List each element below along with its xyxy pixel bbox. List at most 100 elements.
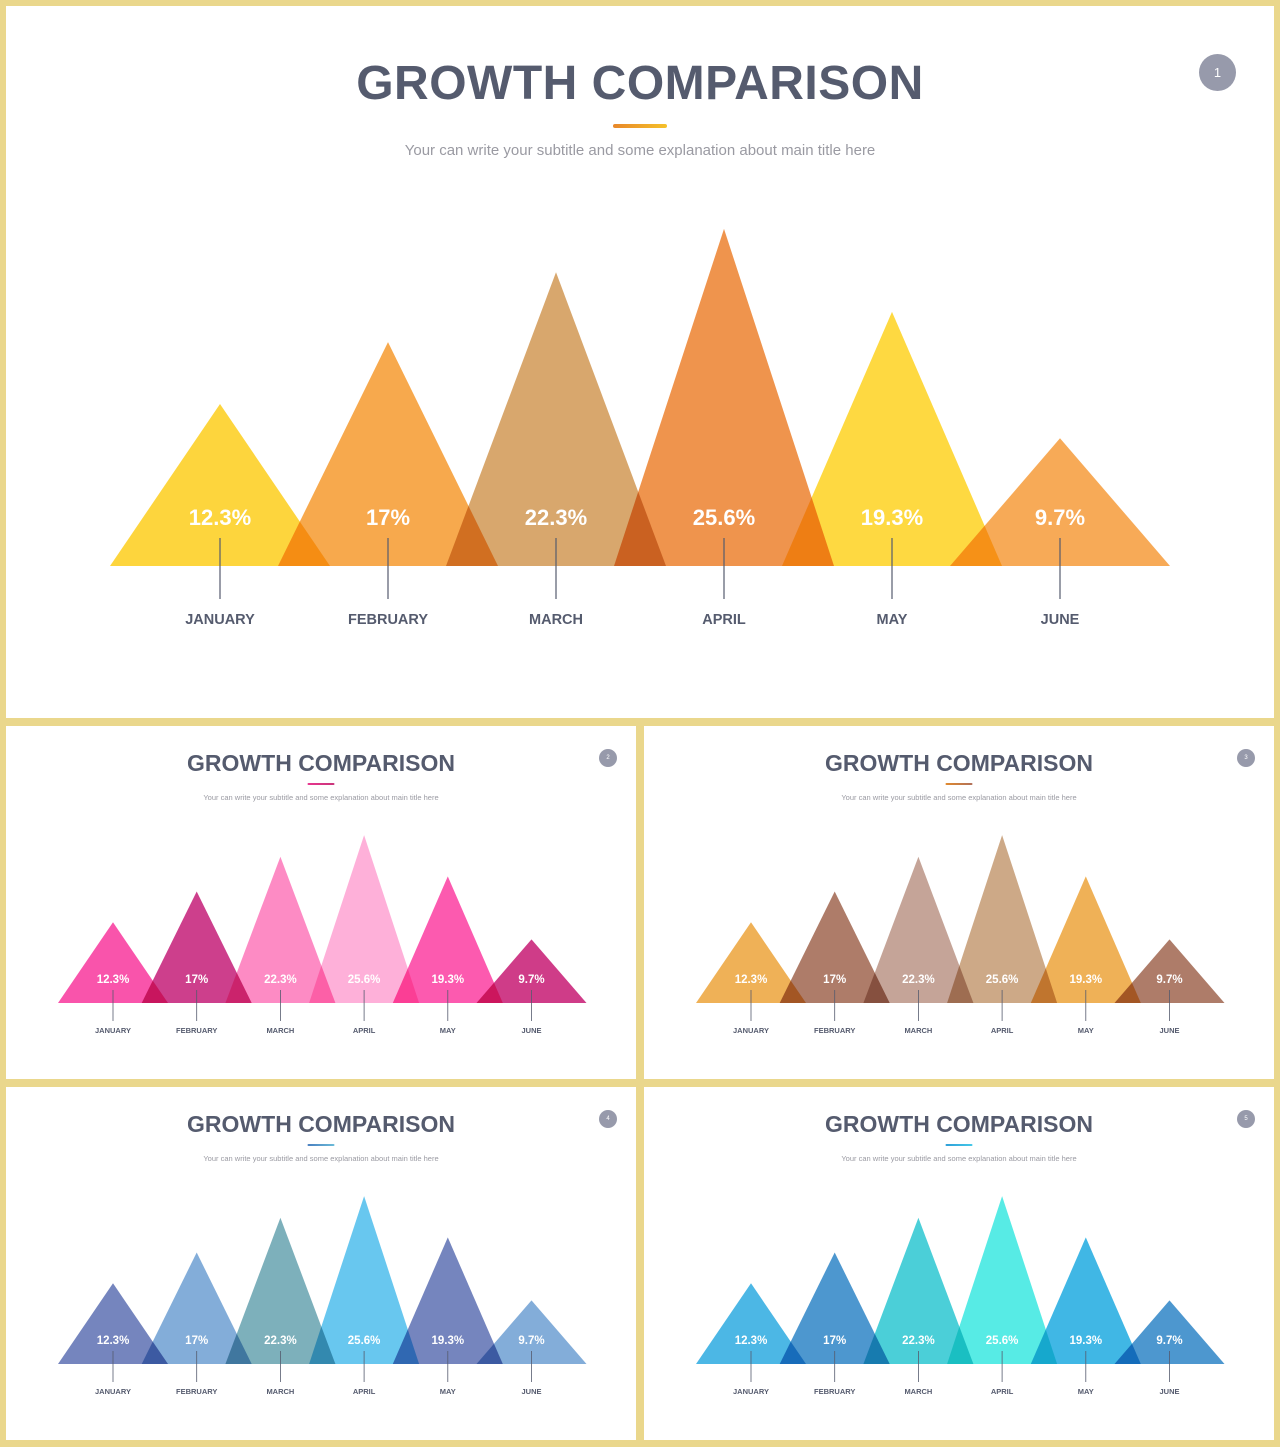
- page-title: GROWTH COMPARISON: [187, 750, 455, 776]
- triangle-february: [779, 891, 890, 1003]
- triangle-april: [947, 835, 1058, 1003]
- triangle-february: [779, 1252, 890, 1364]
- triangle-june: [476, 939, 587, 1003]
- page-title: GROWTH COMPARISON: [356, 57, 924, 110]
- value-label: 19.3%: [861, 505, 923, 530]
- triangle-february: [141, 891, 252, 1003]
- value-label: 25.6%: [986, 974, 1019, 986]
- value-label: 19.3%: [1069, 1335, 1102, 1347]
- category-label: MARCH: [266, 1387, 294, 1396]
- category-label: FEBRUARY: [348, 612, 428, 628]
- value-label: 25.6%: [693, 505, 755, 530]
- page-subtitle: Your can write your subtitle and some ex…: [841, 1154, 1077, 1163]
- value-label: 19.3%: [1069, 974, 1102, 986]
- category-label: MAY: [877, 612, 908, 628]
- value-label: 12.3%: [189, 505, 251, 530]
- triangle-january: [110, 404, 330, 566]
- category-label: JUNE: [521, 1387, 541, 1396]
- triangle-march: [863, 1217, 974, 1364]
- title-accent-line: [307, 1144, 335, 1146]
- page-number-badge: 4: [599, 1110, 617, 1128]
- value-label: 9.7%: [1156, 974, 1182, 986]
- category-label: JUNE: [1041, 612, 1080, 628]
- category-label: APRIL: [702, 612, 746, 628]
- category-label: FEBRUARY: [176, 1026, 217, 1035]
- growth-triangle-chart: 12.3% JANUARY 17% FEBRUARY 22.3% MARCH 25.6% AP…: [696, 835, 1225, 1035]
- category-label: FEBRUARY: [814, 1026, 855, 1035]
- page-subtitle: Your can write your subtitle and some ex…: [203, 793, 439, 802]
- title-accent-line: [307, 783, 335, 785]
- page-number-badge: 3: [1237, 749, 1255, 767]
- triangle-march: [225, 1217, 336, 1364]
- title-accent-line: [945, 783, 973, 785]
- slide-main: GROWTH COMPARISON Your can write your su…: [6, 6, 1274, 718]
- page-number-badge: 1: [1199, 54, 1236, 91]
- value-label: 17%: [185, 974, 208, 986]
- value-label: 25.6%: [348, 1335, 381, 1347]
- value-label: 19.3%: [431, 974, 464, 986]
- triangle-january: [696, 1283, 806, 1364]
- category-label: JUNE: [1159, 1387, 1179, 1396]
- category-label: APRIL: [353, 1026, 376, 1035]
- value-label: 22.3%: [902, 974, 935, 986]
- category-label: MAY: [440, 1387, 456, 1396]
- category-label: JANUARY: [733, 1387, 769, 1396]
- value-label: 19.3%: [431, 1335, 464, 1347]
- value-label: 17%: [823, 1335, 846, 1347]
- page-title: GROWTH COMPARISON: [825, 1111, 1093, 1137]
- triangle-january: [58, 1283, 168, 1364]
- triangle-may: [392, 1237, 503, 1364]
- category-label: MARCH: [529, 612, 583, 628]
- value-label: 12.3%: [97, 1335, 130, 1347]
- value-label: 25.6%: [348, 974, 381, 986]
- category-label: JANUARY: [733, 1026, 769, 1035]
- value-label: 22.3%: [264, 974, 297, 986]
- triangle-january: [58, 922, 168, 1003]
- growth-triangle-chart: 12.3% JANUARY 17% FEBRUARY 22.3% MARCH 25.6% AP…: [58, 835, 587, 1035]
- category-label: MAY: [440, 1026, 456, 1035]
- category-label: MARCH: [904, 1387, 932, 1396]
- value-label: 9.7%: [1156, 1335, 1182, 1347]
- category-label: JANUARY: [95, 1026, 131, 1035]
- category-label: APRIL: [353, 1387, 376, 1396]
- category-label: MAY: [1078, 1387, 1094, 1396]
- page-number-badge: 5: [1237, 1110, 1255, 1128]
- value-label: 17%: [366, 505, 410, 530]
- category-label: JUNE: [521, 1026, 541, 1035]
- value-label: 9.7%: [518, 974, 544, 986]
- slide-pink: GROWTH COMPARISON Your can write your su…: [6, 726, 636, 1079]
- value-label: 12.3%: [97, 974, 130, 986]
- category-label: JANUARY: [185, 612, 255, 628]
- value-label: 12.3%: [735, 974, 768, 986]
- triangle-may: [782, 311, 1002, 566]
- value-label: 22.3%: [525, 505, 587, 530]
- triangle-march: [225, 856, 336, 1003]
- title-accent-line: [945, 1144, 973, 1146]
- value-label: 17%: [185, 1335, 208, 1347]
- page-subtitle: Your can write your subtitle and some ex…: [203, 1154, 439, 1163]
- value-label: 25.6%: [986, 1335, 1019, 1347]
- triangle-june: [476, 1300, 587, 1364]
- value-label: 9.7%: [1035, 505, 1085, 530]
- category-label: MARCH: [266, 1026, 294, 1035]
- triangle-february: [278, 342, 498, 566]
- triangle-march: [446, 272, 666, 566]
- category-label: APRIL: [991, 1387, 1014, 1396]
- value-label: 17%: [823, 974, 846, 986]
- page-title: GROWTH COMPARISON: [187, 1111, 455, 1137]
- triangle-april: [614, 228, 834, 566]
- category-label: FEBRUARY: [176, 1387, 217, 1396]
- value-label: 22.3%: [902, 1335, 935, 1347]
- triangle-april: [947, 1196, 1058, 1364]
- page-subtitle: Your can write your subtitle and some ex…: [841, 793, 1077, 802]
- triangle-may: [1030, 876, 1141, 1003]
- triangle-april: [309, 1196, 420, 1364]
- title-accent-line: [613, 124, 667, 128]
- category-label: JUNE: [1159, 1026, 1179, 1035]
- triangle-january: [696, 922, 806, 1003]
- value-label: 9.7%: [518, 1335, 544, 1347]
- slide-cyan: GROWTH COMPARISON Your can write your su…: [644, 1087, 1274, 1440]
- triangle-june: [950, 438, 1170, 566]
- value-label: 22.3%: [264, 1335, 297, 1347]
- category-label: APRIL: [991, 1026, 1014, 1035]
